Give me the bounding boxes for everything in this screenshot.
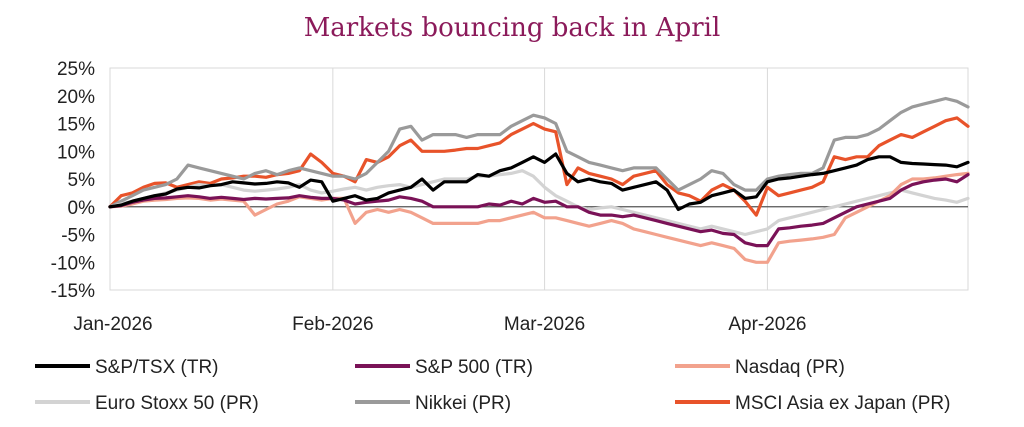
- series-line: [108, 173, 970, 248]
- x-tick-label: Feb-2026: [292, 314, 373, 335]
- y-tick-label: 10%: [57, 142, 95, 163]
- x-tick-label: Mar-2026: [504, 314, 585, 335]
- y-tick-label: 5%: [68, 170, 96, 191]
- y-tick-label: 0%: [68, 198, 96, 219]
- legend: S&P/TSX (TR) S&P 500 (TR) Nasdaq (PR) Euro …: [35, 357, 950, 414]
- y-tick-label: 15%: [57, 115, 95, 136]
- y-tick-label: -5%: [61, 226, 95, 247]
- series-group: [108, 96, 970, 264]
- y-tick-label: -15%: [51, 281, 95, 302]
- x-tick-label: Jan-2026: [73, 314, 152, 335]
- series-line: [108, 152, 970, 212]
- legend-label: Nikkei (PR): [415, 393, 511, 414]
- legend-label: MSCI Asia ex Japan (PR): [735, 393, 950, 414]
- chart-title: Markets bouncing back in April: [304, 13, 721, 43]
- y-tick-label: -10%: [51, 253, 95, 274]
- legend-label: Nasdaq (PR): [735, 357, 845, 378]
- series-line: [108, 169, 970, 237]
- series-line: [108, 116, 970, 217]
- series-line: [108, 96, 970, 209]
- x-axis: Jan-2026 Feb-2026 Mar-2026 Apr-2026: [73, 314, 806, 335]
- y-tick-label: 25%: [57, 59, 95, 80]
- legend-label: S&P/TSX (TR): [95, 357, 219, 378]
- legend-label: S&P 500 (TR): [415, 357, 533, 378]
- series-line: [108, 171, 970, 264]
- x-tick-label: Apr-2026: [728, 314, 806, 335]
- grid: [109, 67, 969, 291]
- y-tick-label: 20%: [57, 87, 95, 108]
- legend-label: Euro Stoxx 50 (PR): [95, 393, 259, 414]
- plot-frame: [109, 67, 969, 291]
- y-axis: 25% 20% 15% 10% 5% 0% -5% -10% -15%: [51, 59, 95, 302]
